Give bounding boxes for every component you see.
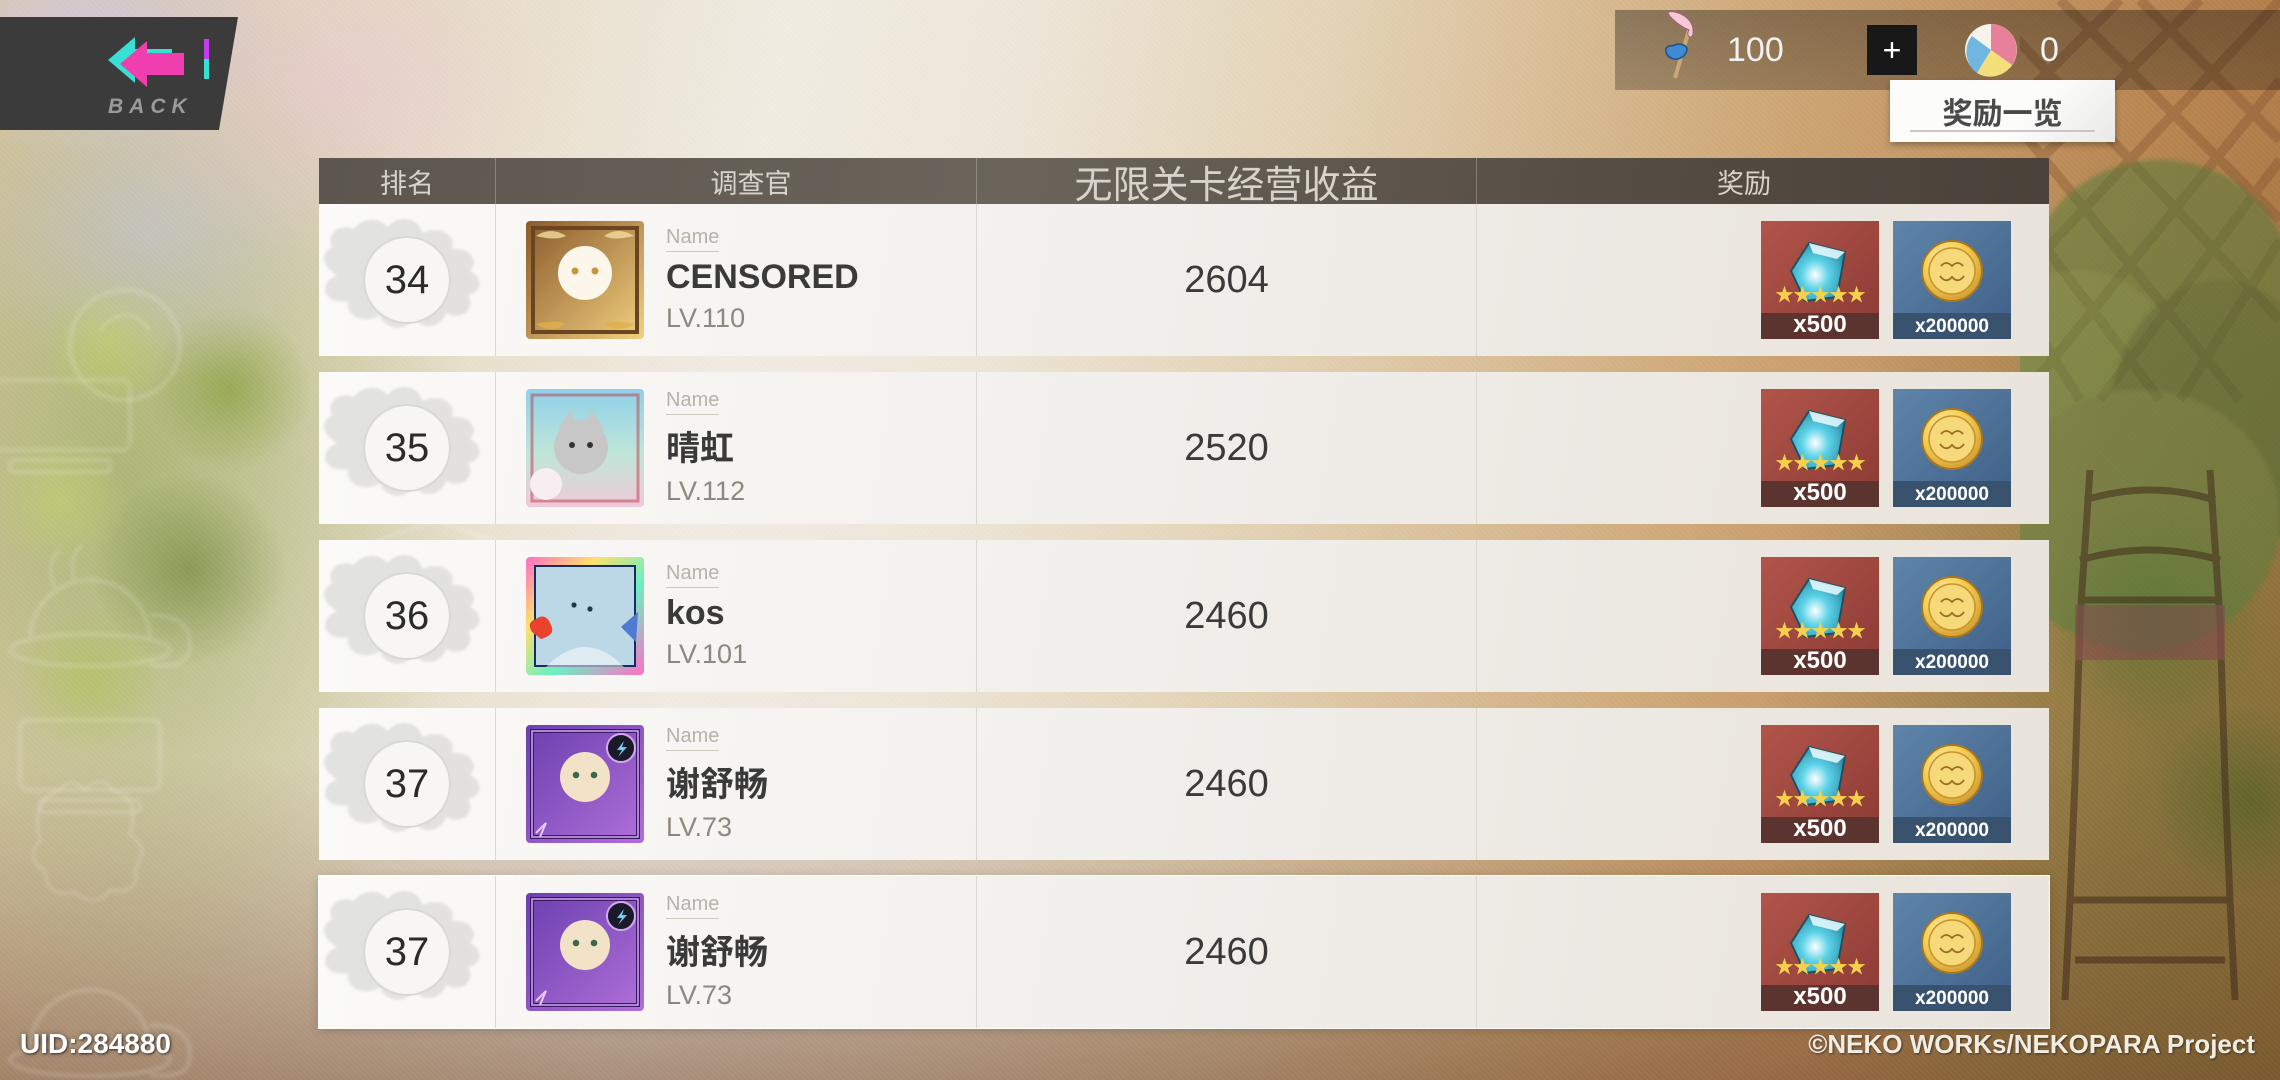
svg-text:x200000: x200000 [1915,316,1989,337]
svg-text:★★★★★: ★★★★★ [1775,453,1866,474]
svg-text:x500: x500 [1793,479,1846,506]
svg-text:x500: x500 [1793,647,1846,674]
svg-text:x500: x500 [1793,815,1846,842]
svg-text:x500: x500 [1793,983,1846,1010]
svg-text:x200000: x200000 [1915,484,1989,505]
svg-text:x200000: x200000 [1915,652,1989,673]
svg-text:★★★★★: ★★★★★ [1775,285,1866,306]
svg-text:x200000: x200000 [1915,988,1989,1009]
svg-text:★★★★★: ★★★★★ [1775,621,1866,642]
svg-text:★★★★★: ★★★★★ [1775,957,1866,978]
svg-text:x500: x500 [1793,311,1846,338]
svg-text:x200000: x200000 [1915,820,1989,841]
svg-text:★★★★★: ★★★★★ [1775,789,1866,810]
